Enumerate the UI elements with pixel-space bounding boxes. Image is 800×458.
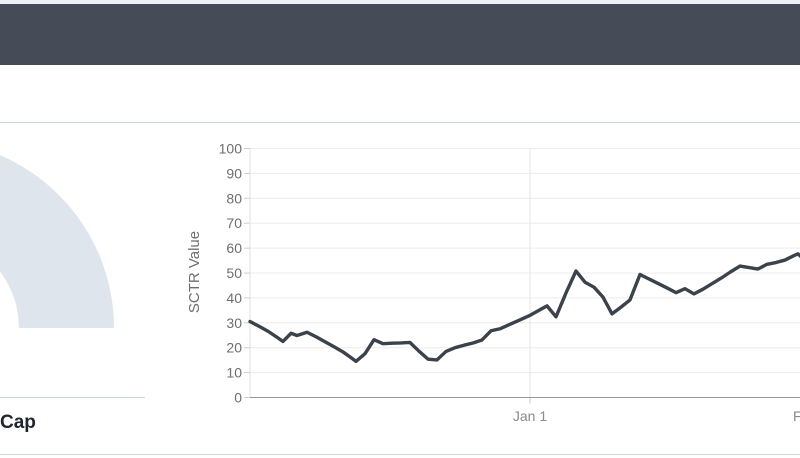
y-tick-label: 70 (226, 215, 242, 231)
y-tick-label: 0 (234, 390, 242, 406)
gauge-arc-track (0, 155, 114, 328)
sctr-line-chart: SCTR Value 0 10 20 30 40 50 60 70 80 90 100 Jan 1 F (186, 141, 800, 424)
x-tick-label: F (793, 408, 800, 424)
y-tick-label: 90 (226, 165, 242, 181)
browser-chrome-strip (0, 0, 800, 4)
y-axis-title: SCTR Value (186, 231, 203, 313)
y-tick-label: 30 (226, 315, 242, 331)
x-tick-label: Jan 1 (513, 408, 547, 424)
y-tick-label: 80 (226, 190, 242, 206)
page-bottom-divider (0, 454, 800, 455)
sctr-series-line (248, 252, 800, 364)
gauge-panel-divider (0, 397, 145, 398)
y-tick-label: 100 (219, 141, 243, 157)
y-tick-label: 40 (226, 290, 242, 306)
sctr-gauge-panel (0, 122, 170, 412)
y-tick-label: 60 (226, 240, 242, 256)
app-header-bar (0, 4, 800, 65)
gauge-panel-title: Cap (0, 412, 36, 433)
sctr-gauge-chart (0, 155, 114, 328)
content-top-divider (0, 122, 800, 123)
y-tick-label: 10 (226, 365, 242, 381)
y-tick-label: 50 (226, 265, 242, 281)
y-tick-label: 20 (226, 340, 242, 356)
